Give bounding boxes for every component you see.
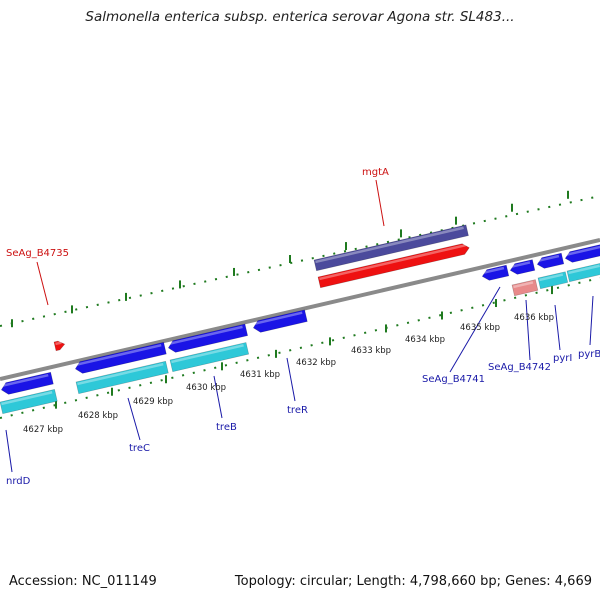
gene-mgtA-purple [313,224,469,272]
gene-SeAg_B4742-blue [509,259,536,275]
kbp-label: 4633 kbp [351,346,391,356]
leader-line [449,286,501,373]
gene-treR-blue [252,309,308,333]
gene-label[interactable]: SeAg_B4735 [6,248,69,259]
gene-nrdD [0,371,54,395]
gene-pyrB [564,243,600,263]
kbp-label: 4636 kbp [514,313,554,323]
leader-line [213,375,223,419]
leader-line [127,397,141,441]
kbp-label: 4628 kbp [78,411,118,421]
gene-label[interactable]: nrdD [6,476,31,487]
gene-features [0,224,600,415]
genome-title: Salmonella enterica subsp. enterica sero… [85,9,515,25]
leader-line [5,429,13,473]
gene-pyrB-cyan [566,262,600,283]
gene-label[interactable]: pyrB [578,349,600,360]
label-leaders [5,179,594,473]
gene-nrdD-cyan [0,389,58,415]
kbp-label: 4635 kbp [460,323,500,333]
leader-line [589,295,594,346]
kbp-label: 4634 kbp [405,335,445,345]
genome-summary: Topology: circular; Length: 4,798,660 bp… [234,574,592,589]
gene-mgtA-red [317,243,470,289]
leader-line [36,261,49,306]
gene-pyrI [536,252,565,269]
gene-labels: mgtA SeAg_B4735 nrdD treC treB treR SeAg_B4741… [6,167,600,487]
gene-treB-blue [167,323,249,353]
kbp-label: 4629 kbp [133,397,173,407]
kbp-labels: 4627 kbp 4628 kbp 4629 kbp 4630 kbp 4631 kbp… [23,313,554,435]
gene-label[interactable]: SeAg_B4742 [488,362,551,373]
leader-line [286,357,296,402]
kbp-label: 4632 kbp [296,358,336,368]
gene-label[interactable]: treC [129,443,150,454]
gene-label[interactable]: treR [287,405,308,416]
gene-label[interactable]: pyrI [553,353,572,364]
kbp-label: 4631 kbp [240,370,280,380]
gene-treC-cyan [75,360,169,395]
kbp-label: 4627 kbp [23,425,63,435]
accession-label: Accession: NC_011149 [9,574,157,589]
gene-label[interactable]: mgtA [362,167,389,178]
leader-line [554,304,561,351]
gene-label[interactable]: treB [216,422,237,433]
major-ticks [11,190,569,409]
gene-label[interactable]: SeAg_B4741 [422,374,485,385]
kbp-label: 4630 kbp [186,383,226,393]
gene-treB-cyan [169,342,250,373]
gene-SeAg_B4742-pink [511,279,539,297]
gene-SeAg_B4741 [481,264,510,281]
leader-line [525,299,531,361]
lower-tick-track [0,277,600,419]
leader-line [375,179,385,227]
gene-pyrI-cyan [537,271,569,290]
gene-treC-blue [74,341,167,374]
gene-SeAg_B4735 [53,340,66,352]
genome-backbone [0,238,600,381]
